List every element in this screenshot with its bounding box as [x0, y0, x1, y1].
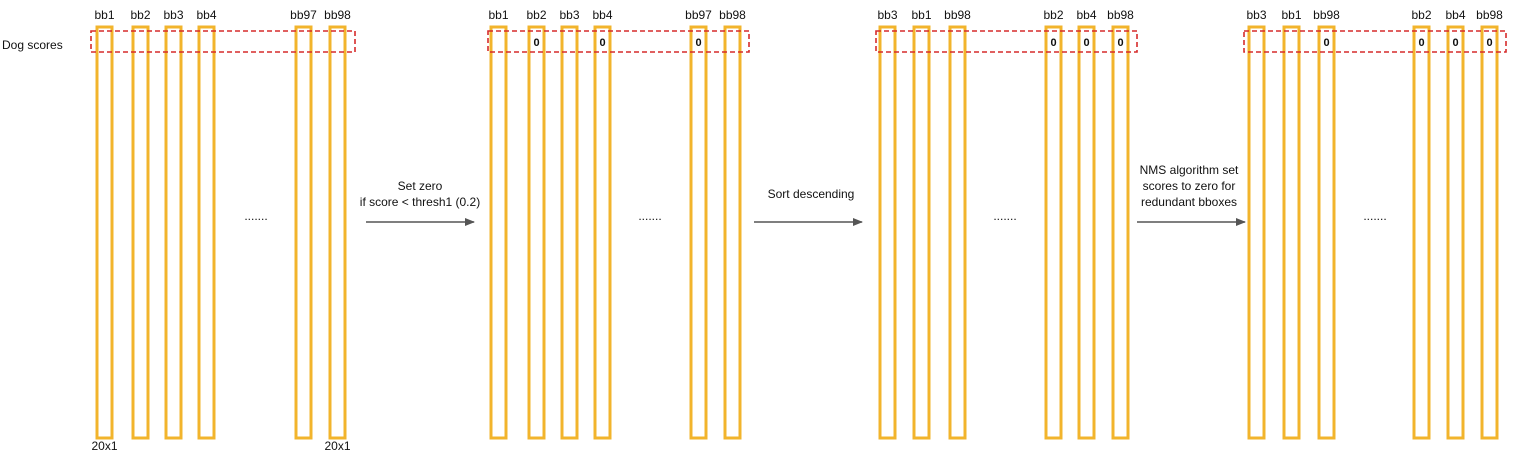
column-label: bb98: [719, 8, 746, 22]
column-label: bb4: [592, 8, 612, 22]
column-label: bb3: [163, 8, 183, 22]
column-label: bb98: [324, 8, 351, 22]
score-column: [164, 25, 183, 440]
score-value: 0: [1083, 37, 1089, 49]
score-column: [1077, 25, 1096, 440]
transition-label: scores to zero for: [1143, 179, 1236, 193]
column-label: bb4: [196, 8, 216, 22]
score-row-highlight: [487, 30, 750, 53]
ellipsis: .......: [244, 209, 267, 223]
score-column: [1044, 25, 1063, 440]
score-value: 0: [695, 37, 701, 49]
score-column: [689, 25, 708, 440]
score-value: 0: [1452, 37, 1458, 49]
transition-label: if score < thresh1 (0.2): [360, 195, 480, 209]
score-column: [197, 25, 216, 440]
score-row-highlight: [875, 30, 1138, 53]
score-column: [1111, 25, 1130, 440]
column-label: bb2: [130, 8, 150, 22]
transition-label: redundant bboxes: [1141, 195, 1237, 209]
column-label: bb1: [1281, 8, 1301, 22]
score-column: [593, 25, 612, 440]
column-label: bb3: [877, 8, 897, 22]
column-label: bb98: [944, 8, 971, 22]
ellipsis: .......: [638, 209, 661, 223]
ellipsis: .......: [1363, 209, 1386, 223]
score-column: [1282, 25, 1301, 440]
score-column: [948, 25, 967, 440]
score-value: 0: [1323, 37, 1329, 49]
column-label: bb4: [1076, 8, 1096, 22]
column-label: bb3: [559, 8, 579, 22]
score-column: [878, 25, 897, 440]
score-column: [912, 25, 931, 440]
ellipsis: .......: [993, 209, 1016, 223]
column-label: bb4: [1445, 8, 1465, 22]
stage-3: bb3 bb1 bb98 bb2 0 bb4 0 bb98 0.......: [875, 8, 1138, 440]
score-column: [1317, 25, 1336, 440]
column-label: bb97: [685, 8, 712, 22]
arrows-layer: Set zero if score < thresh1 (0.2) Sort des…: [360, 163, 1246, 226]
score-column: [1480, 25, 1499, 440]
column-label: bb2: [526, 8, 546, 22]
column-label: bb98: [1476, 8, 1503, 22]
score-column: [1412, 25, 1431, 440]
transition-label: Set zero: [398, 179, 443, 193]
score-value: 0: [1050, 37, 1056, 49]
transition-label: Sort descending: [768, 187, 855, 201]
stage-4: bb3 bb1 bb98 0 bb2 0 bb4 0 bb98 0.......: [1243, 8, 1507, 440]
score-column: [723, 25, 742, 440]
transition-label: NMS algorithm set: [1140, 163, 1239, 177]
score-column: [489, 25, 508, 440]
score-column: [527, 25, 546, 440]
transition-1: Set zero if score < thresh1 (0.2): [360, 179, 480, 226]
column-label: bb3: [1246, 8, 1266, 22]
column-label: bb98: [1107, 8, 1134, 22]
score-column: [1446, 25, 1465, 440]
score-row-highlight: [1243, 30, 1507, 53]
score-value: 0: [599, 37, 605, 49]
column-label: bb1: [94, 8, 114, 22]
column-label: bb98: [1313, 8, 1340, 22]
dimension-label: 20x1: [91, 439, 117, 453]
transition-3: NMS algorithm set scores to zero for redun…: [1137, 163, 1246, 226]
column-label: bb2: [1043, 8, 1063, 22]
column-label: bb97: [290, 8, 317, 22]
transition-2: Sort descending: [754, 187, 863, 226]
row-label: Dog scores: [2, 38, 63, 52]
column-label: bb1: [911, 8, 931, 22]
score-column: [294, 25, 313, 440]
score-value: 0: [1117, 37, 1123, 49]
score-value: 0: [533, 37, 539, 49]
stage-2: bb1 bb2 0 bb3 bb4 0 bb97 0 bb98.......: [487, 8, 750, 440]
score-column: [131, 25, 150, 440]
score-column: [328, 25, 347, 440]
dimension-label: 20x1: [324, 439, 350, 453]
column-label: bb1: [488, 8, 508, 22]
score-column: [95, 25, 114, 440]
score-column: [1247, 25, 1266, 440]
score-value: 0: [1486, 37, 1492, 49]
stage-1: bb1 bb2 bb3 bb4 bb97 bb98....... 20x1 20x1: [90, 8, 356, 453]
score-column: [560, 25, 579, 440]
column-label: bb2: [1411, 8, 1431, 22]
score-value: 0: [1418, 37, 1424, 49]
score-row-highlight: [90, 30, 356, 53]
